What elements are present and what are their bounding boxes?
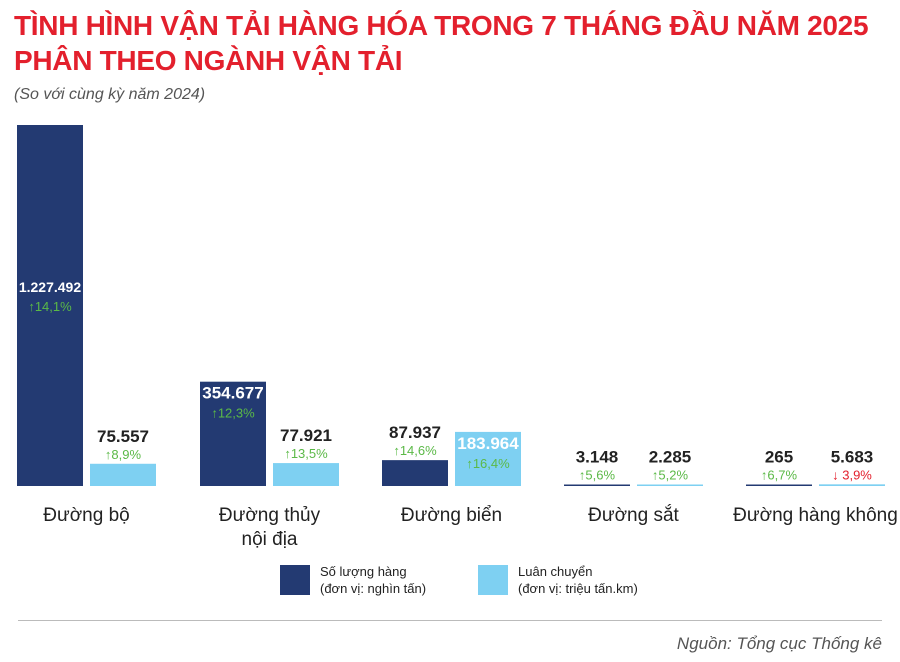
change-label-volume-2: ↑14,6% [393, 443, 437, 458]
data-label-rotation-4: 5.683 [831, 447, 874, 466]
data-label-volume-1: 354.677 [202, 384, 263, 403]
change-label-volume-0: ↑14,1% [28, 299, 72, 314]
bar-volume-3 [564, 484, 630, 486]
data-label-volume-0: 1.227.492 [19, 279, 81, 295]
legend-item-volume: Số lượng hàng (đơn vị: nghìn tấn) [280, 563, 426, 597]
change-label-volume-4: ↑6,7% [761, 468, 798, 483]
data-label-rotation-2: 183.964 [457, 434, 519, 453]
bar-volume-1 [200, 381, 266, 486]
bar-volume-4 [746, 484, 812, 486]
bar-rotation-2 [455, 431, 521, 486]
category-label-0: Đường bộ [43, 505, 129, 526]
chart-title: TÌNH HÌNH VẬN TẢI HÀNG HÓA TRONG 7 THÁNG… [14, 10, 869, 76]
data-label-rotation-1: 77.921 [280, 426, 332, 445]
bar-rotation-0 [90, 463, 156, 486]
bar-chart: 1.227.492 ↑14,1% 75.557↑8,9% Đường bộ 354.67… [17, 125, 898, 550]
legend-unit-volume: (đơn vị: nghìn tấn) [320, 581, 427, 596]
legend-label-rotation: Luân chuyển [518, 564, 593, 579]
bar-volume-2 [382, 460, 448, 486]
legend-unit-rotation: (đơn vị: triệu tấn.km) [518, 581, 638, 596]
legend-swatch-volume [280, 565, 310, 595]
category-label-1: Đường thủy [219, 505, 321, 526]
bar-volume-0 [17, 125, 83, 486]
bar-rotation-1 [273, 463, 339, 486]
data-label-volume-3: 3.148 [576, 448, 619, 467]
chart-subtitle: (So với cùng kỳ năm 2024) [14, 86, 206, 103]
change-label-volume-3: ↑5,6% [579, 468, 616, 483]
footer-divider [18, 620, 882, 621]
change-label-volume-1: ↑12,3% [211, 406, 255, 421]
change-label-rotation-1: ↑13,5% [284, 446, 328, 461]
data-label-volume-4: 265 [765, 448, 793, 467]
legend-swatch-rotation [478, 565, 508, 595]
data-label-volume-2: 87.937 [389, 423, 441, 442]
change-label-rotation-3: ↑5,2% [652, 468, 689, 483]
change-label-rotation-0: ↑8,9% [105, 447, 142, 462]
category-label-4: Đường hàng không [733, 505, 898, 526]
change-label-rotation-2: ↑16,4% [466, 456, 510, 471]
data-label-rotation-0: 75.557 [97, 427, 149, 446]
bar-rotation-4 [819, 484, 885, 486]
category-label-1-line2: nội địa [242, 529, 298, 550]
category-label-2: Đường biển [401, 505, 502, 526]
source-note: Nguồn: Tổng cục Thống kê [676, 634, 882, 653]
legend-item-rotation: Luân chuyển (đơn vị: triệu tấn.km) [478, 563, 638, 597]
category-label-3: Đường sắt [588, 504, 679, 526]
legend-label-volume: Số lượng hàng [320, 564, 407, 579]
data-label-rotation-3: 2.285 [649, 448, 692, 467]
change-label-rotation-4: ↓ 3,9% [832, 467, 872, 482]
bar-rotation-3 [637, 484, 703, 486]
